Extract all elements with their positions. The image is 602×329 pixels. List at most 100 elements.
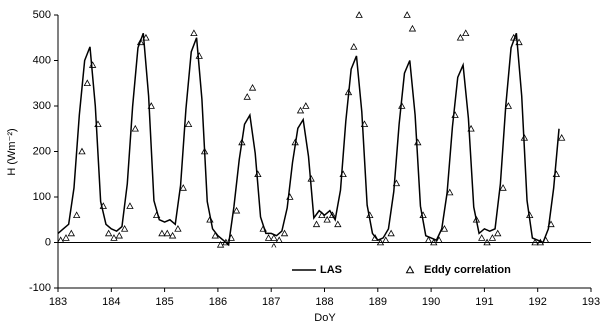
ec-point (222, 238, 230, 246)
ec-point (254, 170, 262, 178)
ec-point (323, 215, 331, 223)
ec-point (462, 29, 470, 36)
ec-point (440, 225, 449, 232)
y-tick-label: 200 (33, 145, 51, 157)
ec-point (435, 236, 443, 244)
ec-point (339, 170, 347, 178)
x-tick-label: 187 (262, 296, 280, 308)
ec-point (56, 236, 65, 244)
ec-point (147, 102, 155, 109)
ec-point (499, 184, 507, 191)
ec-point (547, 220, 555, 228)
annotation: ^ (271, 242, 277, 254)
ec-point (552, 170, 561, 178)
ec-point (259, 225, 267, 232)
ec-point (195, 52, 203, 59)
ec-point (99, 202, 107, 209)
ec-point (174, 225, 182, 232)
ec-point (408, 24, 417, 32)
x-tick-label: 183 (49, 296, 67, 308)
ec-point (270, 234, 278, 241)
ec-point (558, 134, 566, 141)
ec-point (350, 43, 358, 50)
x-tick-label: 193 (582, 296, 600, 308)
ec-point (275, 236, 283, 244)
y-tick-label: 300 (33, 100, 51, 112)
las-line (57, 32, 560, 247)
x-tick-label: 188 (315, 296, 333, 308)
ec-point (510, 33, 518, 41)
ec-point (184, 120, 193, 127)
ec-point (467, 124, 475, 132)
ec-point (366, 211, 374, 219)
y-tick-label: 400 (33, 54, 51, 66)
ec-point (542, 236, 550, 244)
ec-point (179, 184, 187, 191)
ec-point (152, 211, 161, 219)
ec-point (72, 211, 81, 219)
ec-point (302, 102, 310, 109)
ec-point (232, 206, 241, 214)
x-tick-label: 192 (529, 296, 547, 308)
ec-point (126, 202, 134, 209)
ec-point (355, 11, 363, 18)
x-axis-label: DoY (314, 312, 336, 324)
x-tick-label: 184 (102, 296, 120, 308)
ec-point (83, 79, 91, 87)
ec-point (526, 211, 534, 219)
ec-point (376, 238, 385, 246)
y-axis-label: H (Wm⁻²) (6, 128, 18, 175)
legend-label: LAS (320, 264, 342, 276)
ec-point (430, 238, 438, 246)
ec-point (334, 220, 342, 228)
ec-point (456, 33, 465, 41)
ec-point (446, 188, 454, 196)
ec-point (206, 215, 214, 223)
ec-point (136, 38, 145, 46)
ec-point (483, 238, 491, 246)
ec-point (451, 111, 459, 118)
ec-point (344, 88, 353, 96)
ec-point (163, 229, 171, 237)
ec-point (286, 193, 294, 200)
ec-point (243, 93, 251, 100)
ec-point (504, 102, 513, 109)
ec-point (536, 238, 545, 246)
ec-point (168, 231, 177, 239)
ec-point (312, 220, 321, 228)
ec-point (515, 38, 523, 46)
ec-point (478, 234, 486, 241)
ec-point (472, 215, 481, 223)
ec-point (371, 234, 379, 241)
x-tick-label: 190 (422, 296, 440, 308)
ec-point (211, 231, 219, 239)
ec-point (264, 234, 273, 241)
ec-point (360, 120, 369, 127)
y-tick-label: -100 (29, 282, 51, 294)
ec-point (307, 174, 315, 182)
y-tick-label: 100 (33, 191, 51, 203)
ec-point (392, 179, 401, 187)
x-tick-label: 186 (209, 296, 227, 308)
x-tick-label: 189 (369, 296, 387, 308)
ec-point (419, 211, 427, 219)
ec-point (158, 229, 166, 237)
ec-point (531, 238, 539, 246)
ec-point (398, 102, 406, 109)
ec-point (142, 33, 150, 41)
ec-point (216, 240, 225, 248)
ec-point (414, 138, 422, 146)
ec-point (88, 61, 97, 68)
y-tick-label: 0 (45, 236, 51, 248)
ec-point (403, 11, 411, 18)
x-tick-label: 185 (155, 296, 173, 308)
ec-point (318, 211, 326, 219)
ec-point (424, 236, 433, 244)
ec-point (67, 229, 76, 237)
ec-point (227, 234, 235, 241)
ec-point (291, 138, 299, 146)
ec-point (115, 231, 123, 239)
ec-point (62, 234, 70, 241)
legend-swatch (405, 265, 415, 274)
